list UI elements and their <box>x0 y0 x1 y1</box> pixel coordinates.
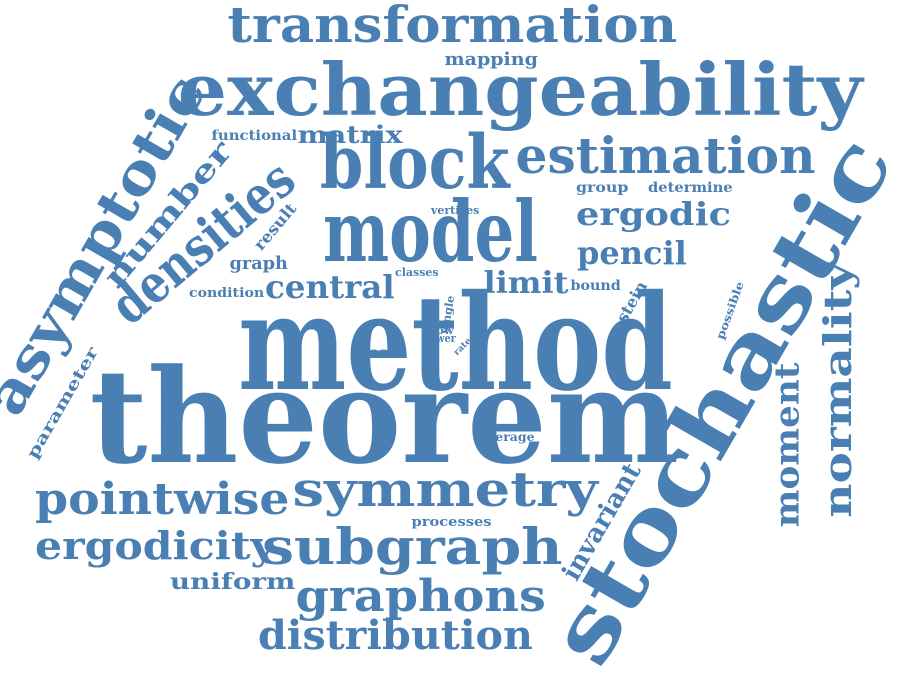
word-theorem: theorem <box>89 340 679 493</box>
word-classes: classes <box>395 265 439 279</box>
word-pencil: pencil <box>577 234 687 272</box>
word-moment: moment <box>766 362 807 528</box>
word-determine: determine <box>647 180 733 196</box>
word-average: average <box>479 430 535 444</box>
word-processes: processes <box>410 514 492 530</box>
word-condition: condition <box>188 285 264 301</box>
word-estimation: estimation <box>515 126 816 185</box>
word-pointwise: pointwise <box>34 474 289 525</box>
word-mapping: mapping <box>444 49 538 70</box>
word-matrix: matrix <box>297 120 403 149</box>
word-ergodicity: ergodicity <box>35 523 276 568</box>
word-graph: graph <box>229 253 288 274</box>
word-method: method <box>237 266 673 421</box>
word-subgraph: subgraph <box>262 517 563 576</box>
word-ergodic: ergodic <box>575 195 731 233</box>
word-lower: lower <box>425 331 456 345</box>
word-bound: bound <box>570 278 621 294</box>
word-central: central <box>264 268 395 306</box>
word-uniform: uniform <box>169 569 295 595</box>
word-functional: functional <box>211 128 297 144</box>
word-symmetry: symmetry <box>292 462 598 518</box>
word-class: class <box>354 345 396 361</box>
word-graphons: graphons <box>295 571 546 622</box>
word-limit: limit <box>483 266 569 301</box>
word-exchangeability: exchangeability <box>177 47 863 132</box>
word-slow: slow <box>424 323 454 337</box>
word-transformation: transformation <box>226 0 677 54</box>
word-normality: normality <box>815 262 861 518</box>
word-model: model <box>322 182 538 281</box>
word-distribution: distribution <box>257 612 533 659</box>
word-group: group <box>575 180 629 196</box>
word-vertices: vertices <box>431 203 480 217</box>
word-block: block <box>319 120 510 206</box>
